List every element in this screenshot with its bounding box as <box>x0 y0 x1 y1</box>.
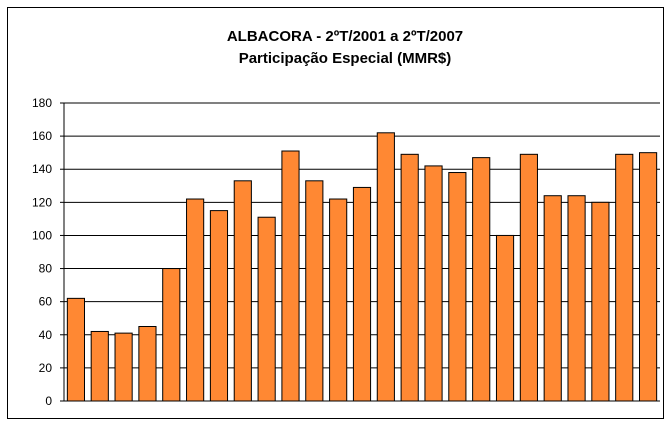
y-tick-label: 20 <box>39 361 53 375</box>
bar <box>162 268 181 402</box>
bar <box>66 297 85 402</box>
y-tick-label: 80 <box>39 262 53 276</box>
y-tick-labels: 0 20 40 60 80 100 120 140 160 180 <box>32 96 52 408</box>
bar <box>114 332 133 402</box>
axes <box>63 103 660 402</box>
y-tick-label: 120 <box>32 195 52 209</box>
bar <box>257 216 276 402</box>
y-tick-label: 100 <box>32 228 52 242</box>
bar <box>567 195 586 402</box>
bar <box>543 195 562 402</box>
chart-subtitle: Participação Especial (MMR$) <box>239 50 452 67</box>
bar <box>138 326 157 402</box>
y-tick-label: 60 <box>39 295 53 309</box>
y-tick-label: 0 <box>45 394 52 408</box>
y-tick-label: 180 <box>32 96 52 110</box>
y-tick-label: 160 <box>32 129 52 143</box>
bar <box>305 180 324 402</box>
bar <box>329 198 348 402</box>
bar <box>519 153 538 402</box>
bar <box>376 132 395 402</box>
bar <box>233 180 252 402</box>
bar <box>615 153 634 402</box>
y-tick-label: 140 <box>32 162 52 176</box>
bar <box>209 210 229 402</box>
bar <box>281 150 300 402</box>
bar <box>186 198 205 402</box>
bar <box>90 330 109 402</box>
bar <box>591 201 610 402</box>
bar <box>639 152 658 402</box>
bar <box>424 165 443 402</box>
bar <box>448 172 467 402</box>
chart-title: ALBACORA - 2ºT/2001 a 2ºT/2007 <box>227 28 463 45</box>
y-tick-label: 40 <box>39 328 53 342</box>
bar <box>472 157 491 402</box>
bars <box>66 132 658 402</box>
bar <box>495 234 515 402</box>
bar <box>352 186 372 402</box>
bar <box>400 153 419 402</box>
